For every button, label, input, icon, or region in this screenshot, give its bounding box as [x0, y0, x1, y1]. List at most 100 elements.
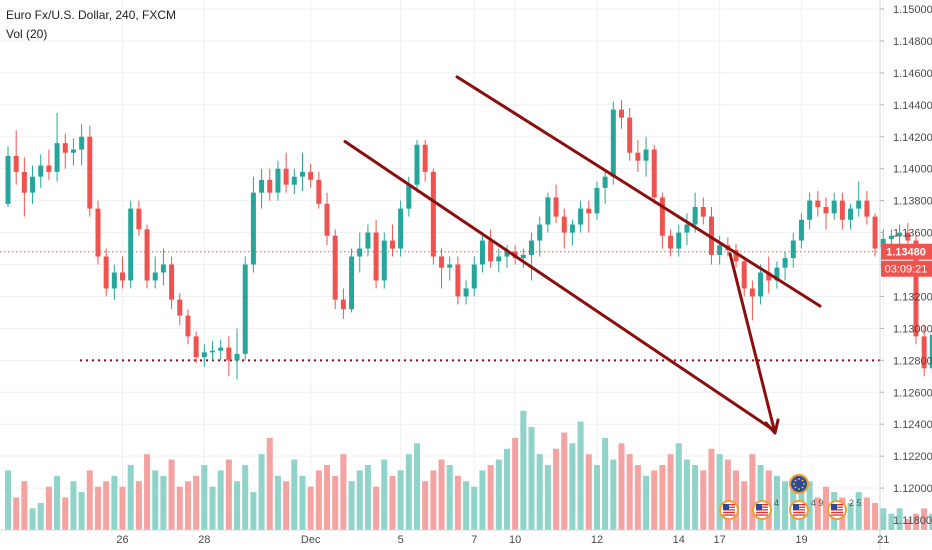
- volume-bar: [152, 470, 159, 530]
- candle-body: [398, 208, 404, 249]
- candle-body: [578, 208, 584, 225]
- chart-legend: Euro Fx/U.S. Dollar, 240, FXCM Vol (20): [6, 6, 176, 44]
- candle-body: [782, 258, 788, 268]
- candle-body: [430, 171, 436, 257]
- candle-body: [848, 208, 854, 220]
- candle-body: [70, 149, 76, 153]
- candle-body: [692, 207, 698, 225]
- candle-body: [668, 235, 674, 249]
- candle-body: [733, 250, 739, 262]
- volume-bar: [127, 465, 134, 530]
- candle-body: [561, 216, 567, 233]
- volume-bar: [324, 465, 331, 530]
- candle-body: [676, 232, 682, 249]
- x-tick-label: 17: [714, 534, 726, 546]
- volume-bar: [291, 459, 298, 530]
- y-tick-label: 1.14800: [893, 36, 932, 48]
- flag-canton: [723, 504, 729, 510]
- candle-body: [537, 224, 543, 241]
- y-tick-label: 1.12600: [893, 387, 932, 399]
- time-axis[interactable]: 26 28 Dec 5 7 10 12 14 17 19 21: [0, 529, 889, 546]
- candle-body: [242, 264, 248, 354]
- candle-body: [259, 179, 265, 193]
- x-tick-label: 28: [198, 534, 210, 546]
- channel-upper-line: [455, 75, 822, 308]
- trend-lines: [343, 75, 822, 435]
- volume-bar: [765, 470, 772, 530]
- x-tick-label: 14: [673, 534, 685, 546]
- volume-bar: [217, 470, 224, 530]
- volume-bar: [307, 486, 314, 530]
- last-price-label: 1.13480: [886, 247, 926, 259]
- candle-body: [5, 155, 11, 204]
- candle-body: [128, 208, 134, 281]
- volume-bar: [184, 481, 191, 530]
- candle-body: [839, 200, 845, 220]
- volume-bar: [5, 470, 11, 530]
- flag-canton: [756, 504, 762, 510]
- event-markers[interactable]: 4 4 9 2 5: [719, 474, 862, 520]
- candle-body: [357, 248, 363, 257]
- volume-bar: [610, 459, 617, 530]
- event-flag-us-4: 2 5: [827, 498, 862, 520]
- candle-body: [226, 347, 232, 361]
- candle-body: [774, 267, 780, 281]
- volume-bar: [70, 481, 77, 530]
- candle-body: [169, 264, 175, 300]
- volume-bar: [643, 475, 650, 530]
- volume-bar: [389, 475, 396, 530]
- candle-body: [717, 245, 723, 255]
- eu-flag-star: [793, 483, 795, 485]
- y-tick-label: 1.12400: [893, 419, 932, 431]
- candle-body: [283, 168, 289, 185]
- candle-body: [545, 197, 551, 225]
- candle-body: [275, 168, 281, 193]
- flag-canton: [793, 504, 799, 510]
- volume-bar: [823, 486, 829, 530]
- eu-flag-star: [801, 486, 804, 489]
- flag-count: 4 9: [811, 498, 824, 508]
- price-axis[interactable]: 1.15000 1.14800 1.14600 1.14400 1.14200 1.140…: [879, 0, 932, 550]
- candle-body: [479, 240, 485, 265]
- candle-body: [210, 350, 215, 353]
- volume-bar: [250, 492, 257, 530]
- x-tick-label: 12: [591, 534, 603, 546]
- candle-body: [324, 203, 330, 236]
- x-tick-label: 5: [398, 534, 404, 546]
- x-tick-label: 21: [877, 534, 889, 546]
- volume-bar: [94, 486, 101, 530]
- volume-bar: [54, 475, 61, 530]
- volume-bar: [234, 481, 241, 530]
- candle-body: [152, 272, 158, 281]
- volume-bar: [446, 465, 453, 530]
- volume-bar: [62, 497, 69, 530]
- candle-body: [332, 235, 338, 300]
- candle-body: [267, 179, 273, 193]
- volume-bar: [356, 470, 363, 530]
- volume-bar: [405, 454, 412, 530]
- eu-flag-ring: [789, 474, 809, 494]
- volume-bar: [847, 502, 854, 530]
- volume-bar: [463, 481, 470, 530]
- candle-body: [529, 240, 535, 255]
- volume-bar: [741, 481, 748, 530]
- volume-bar: [315, 470, 322, 530]
- candle-body: [316, 179, 322, 204]
- volume-bar: [225, 459, 232, 530]
- volume-bar: [708, 448, 715, 530]
- volume-bar: [479, 470, 486, 530]
- candle-body: [422, 144, 428, 172]
- eu-flag-star: [803, 483, 805, 485]
- eu-flag-star: [798, 478, 800, 480]
- y-tick-label: 1.12800: [893, 355, 932, 367]
- volume-bar: [86, 470, 93, 530]
- candle-body: [111, 272, 117, 289]
- candle-body: [897, 232, 903, 236]
- candle-body: [741, 261, 747, 289]
- candle-body: [610, 109, 616, 177]
- y-tick-label: 1.14400: [893, 100, 932, 112]
- volume-bar: [29, 508, 36, 530]
- volume-bar: [21, 481, 28, 530]
